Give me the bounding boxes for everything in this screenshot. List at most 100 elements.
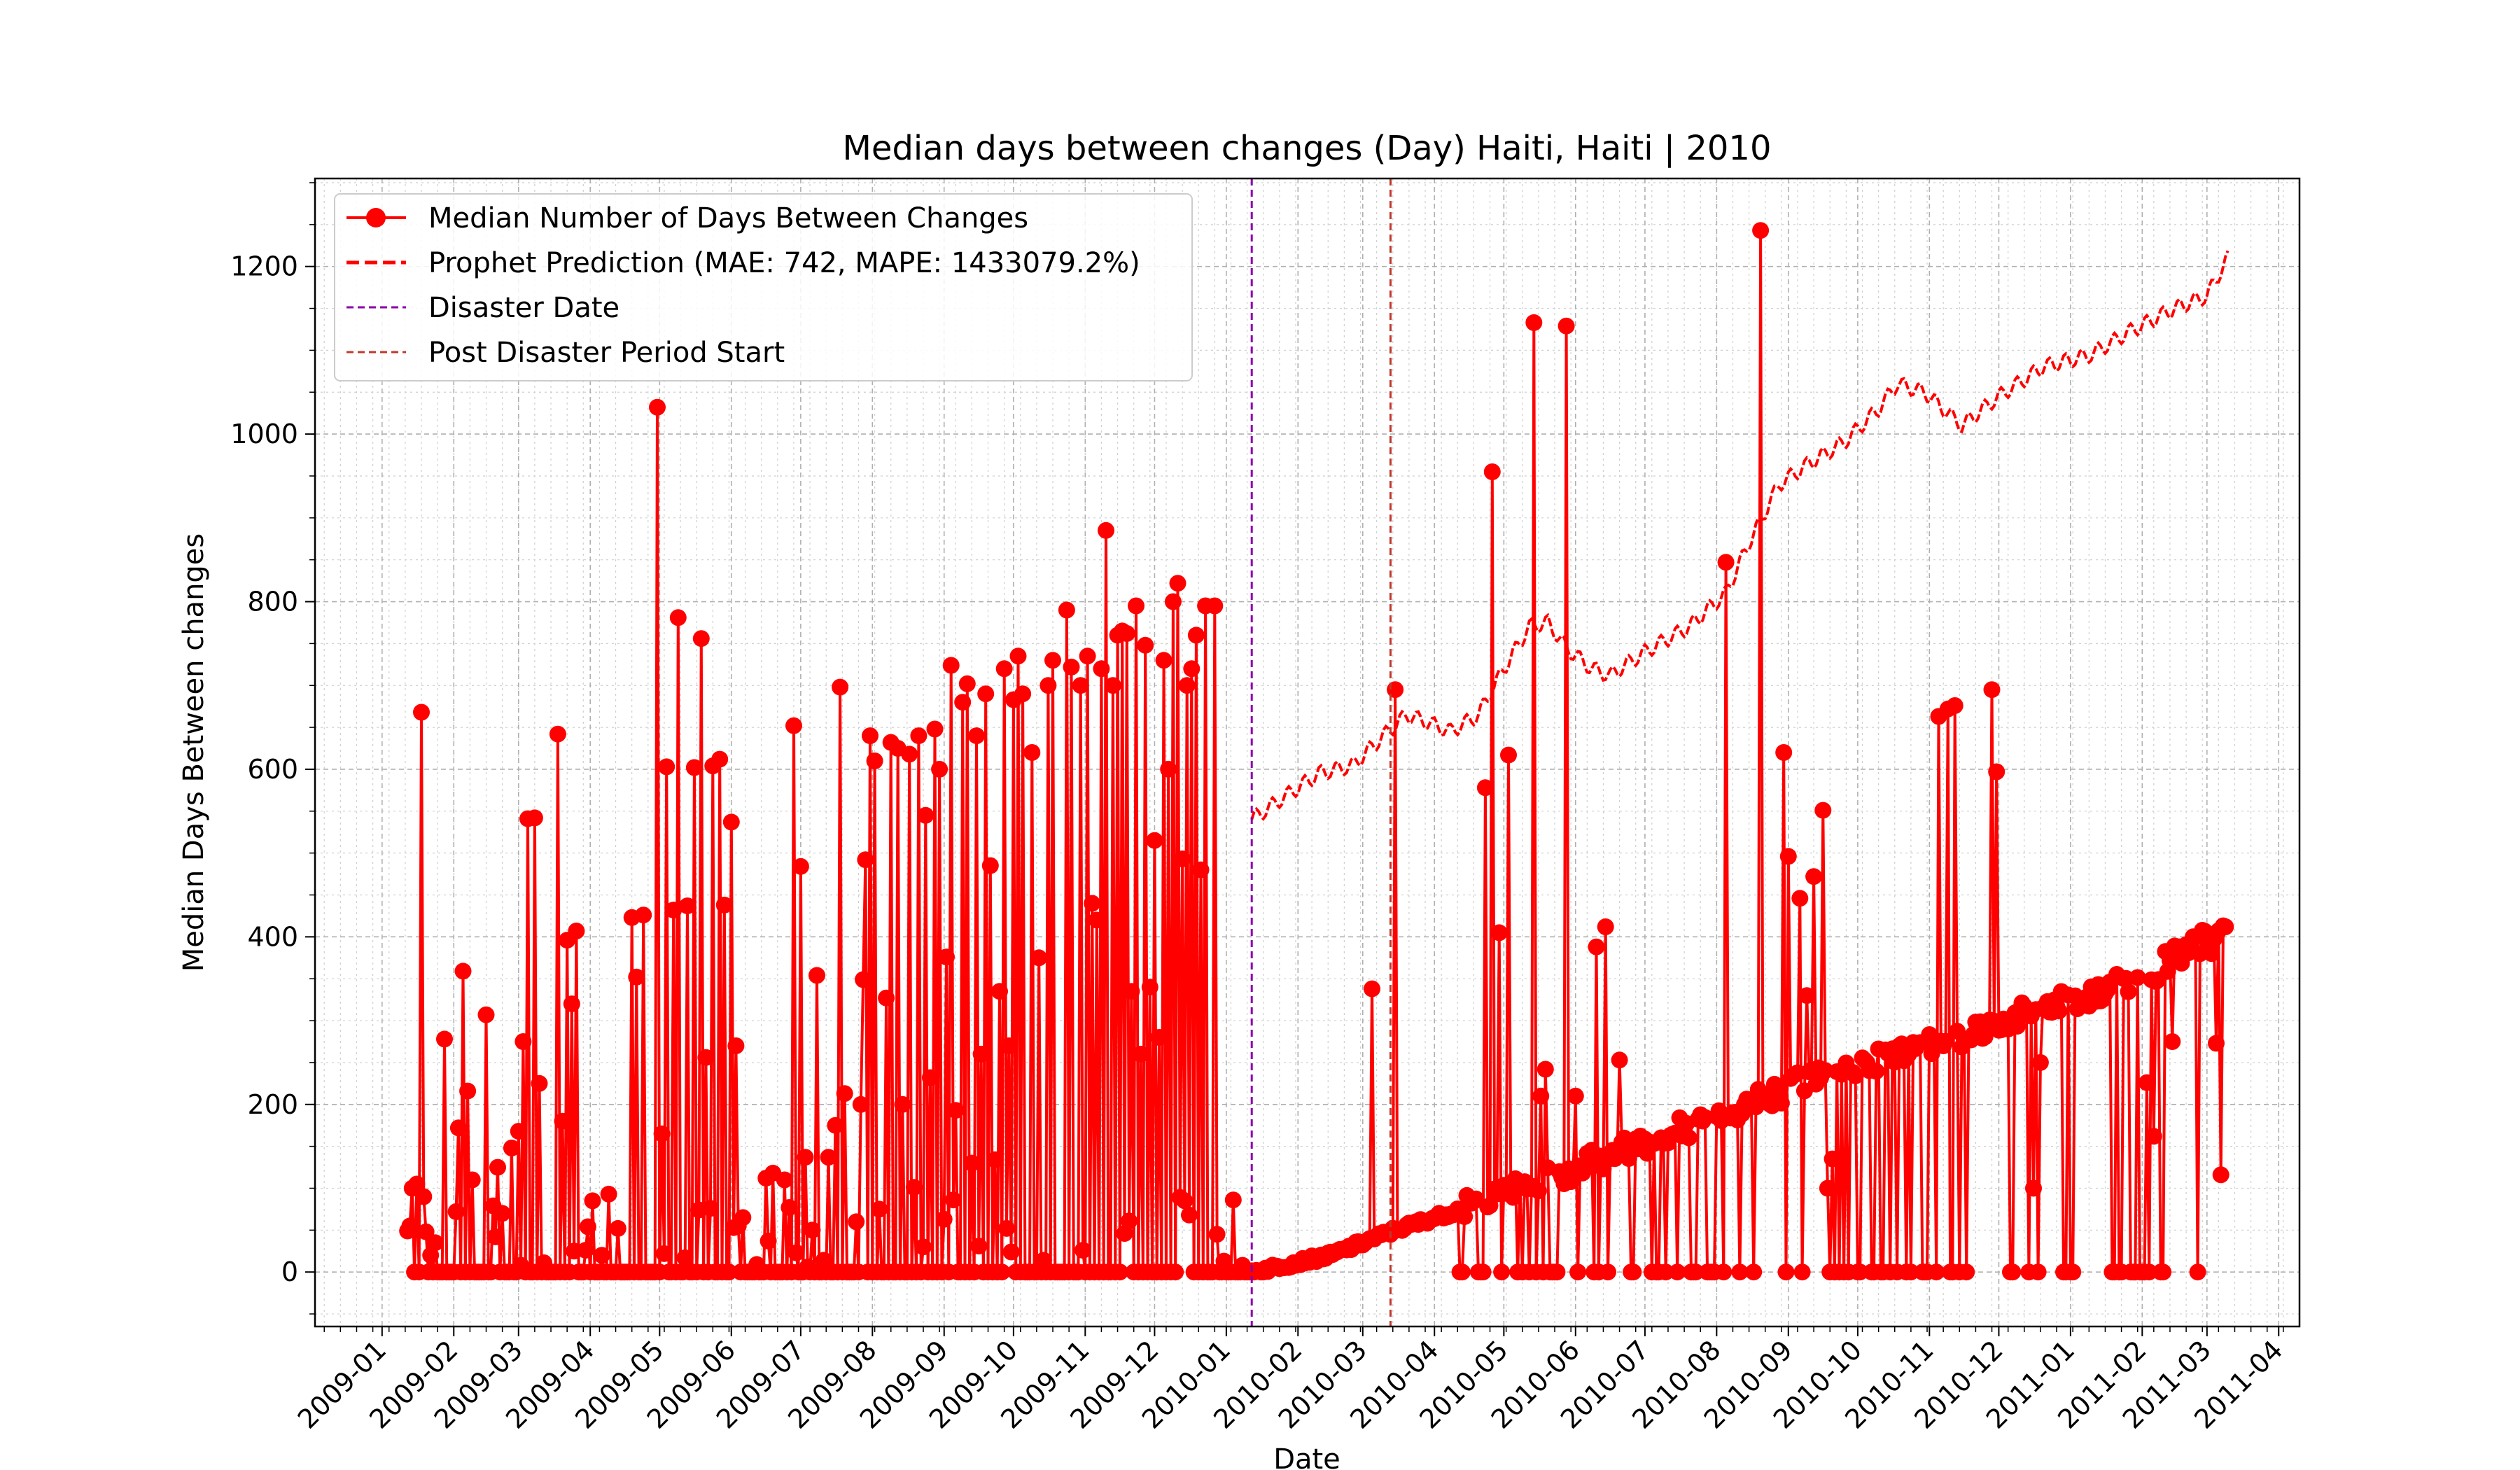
data-point [692,630,710,648]
data-point [1976,1028,1994,1046]
data-point [1588,938,1605,955]
data-point [734,1209,752,1226]
data-point [2004,1264,2022,1281]
data-point [776,1171,793,1189]
data-point [1160,760,1177,778]
data-point [1121,1212,1138,1230]
prediction-layer [1250,250,2230,821]
data-point [1791,890,1809,907]
data-point [1123,983,1140,1000]
data-point [1151,1029,1168,1046]
data-point [935,1210,953,1228]
data-point [1040,677,1057,694]
data-point [1014,685,1032,703]
data-point [836,1085,853,1102]
data-point [785,717,802,734]
data-point [970,1238,988,1255]
data-point [866,752,883,769]
legend-label-post-disaster: Post Disaster Period Start [428,337,785,369]
legend: Median Number of Days Between Changes Pr… [334,193,1193,382]
data-point [991,983,1008,1000]
data-point [1611,1051,1628,1069]
data-point [921,1069,939,1086]
data-point [1548,1264,1566,1281]
legend-item-observed: Median Number of Days Between Changes [346,202,1028,234]
data-point [1098,522,1114,539]
data-point [760,1232,777,1250]
data-point [2031,1054,2049,1071]
data-point [780,1199,798,1216]
data-point [2212,1166,2230,1184]
data-point [2029,1264,2047,1281]
data-point [894,1096,911,1113]
data-point [1928,1264,1945,1281]
data-point [447,1203,465,1220]
data-point [1958,1264,1975,1281]
data-point [1946,697,1963,714]
data-point [1814,802,1832,819]
legend-box [334,193,1193,382]
data-point [804,1222,821,1239]
data-point [1187,626,1205,644]
x-axis-label: Date [1273,1443,1340,1470]
data-point [926,720,944,738]
y-tick-label: 400 [247,921,298,952]
data-point [905,1179,923,1196]
legend-marker-observed [366,208,386,227]
data-point [1088,911,1105,929]
data-point [1364,980,1380,997]
data-point [1181,1206,1198,1224]
data-point [1176,1192,1194,1210]
data-point [1775,744,1793,761]
data-point [600,1185,617,1203]
legend-item-prediction: Prophet Prediction (MAE: 742, MAPE: 1433… [346,247,1140,279]
data-point [417,1223,435,1240]
data-point [1490,924,1508,941]
data-point [1002,1243,1020,1261]
data-point [1525,314,1543,331]
data-point [1493,1264,1511,1281]
data-point [658,758,676,776]
data-point [1009,648,1027,665]
data-point [503,1140,520,1156]
chart-title: Median days between changes (Day) Haiti,… [843,129,1772,168]
data-point [449,1119,467,1137]
data-point [413,704,430,721]
data-point [715,896,733,913]
data-point [1483,463,1501,480]
data-point [2189,1264,2206,1281]
data-point [855,971,872,988]
data-point [1093,660,1110,678]
data-point [477,1006,495,1023]
data-point [1023,744,1041,761]
data-point [526,809,543,827]
data-point [1530,1182,1547,1200]
data-point [981,857,999,874]
legend-label-observed: Median Number of Days Between Changes [428,202,1028,234]
data-point [1937,1032,1954,1050]
data-point [1500,746,1517,764]
data-point [852,1096,869,1113]
data-point [1868,1063,1885,1080]
data-point [609,1219,626,1237]
data-point [649,398,666,416]
data-point [1823,1150,1841,1168]
data-point [426,1234,444,1252]
data-point [1030,949,1048,967]
data-point [910,727,927,745]
data-point [1208,1226,1226,1243]
data-point [1387,681,1404,699]
data-point [577,1242,594,1259]
data-point [1532,1087,1550,1105]
data-point [1128,597,1144,615]
data-point [788,1244,805,1261]
data-point [2050,1002,2068,1020]
data-point [593,1247,610,1264]
data-point [1074,1242,1091,1259]
data-point [1504,1189,1522,1206]
legend-label-prediction: Prophet Prediction (MAE: 742, MAPE: 1433… [428,247,1140,279]
data-point [1000,1037,1018,1054]
data-point [1687,1264,1704,1281]
data-point [1657,1264,1674,1281]
data-point [1058,601,1075,619]
